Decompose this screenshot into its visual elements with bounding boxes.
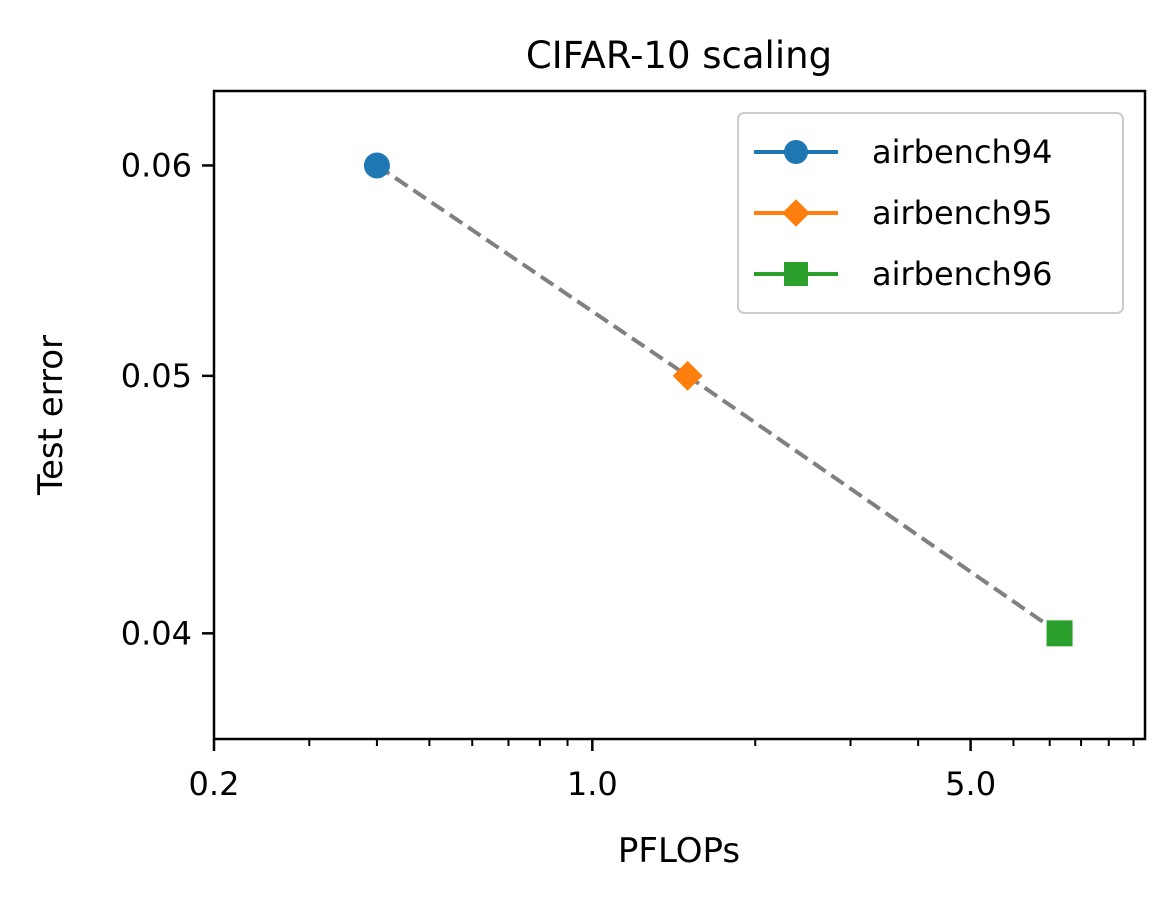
chart-title: CIFAR-10 scaling <box>526 34 832 77</box>
plot-frame <box>212 89 1147 741</box>
legend-label-airbench96: airbench96 <box>872 255 1053 293</box>
x-tick-label: 1.0 <box>567 765 618 803</box>
data-point-airbench96 <box>1046 620 1073 647</box>
legend-marker-airbench96 <box>784 262 808 286</box>
legend-label-airbench95: airbench95 <box>872 194 1053 232</box>
y-tick-label: 0.04 <box>121 614 192 652</box>
legend-marker-airbench95 <box>782 199 810 227</box>
y-axis-label: Test error <box>31 335 71 496</box>
y-tick-label: 0.06 <box>121 146 192 184</box>
x-axis-label: PFLOPs <box>618 831 740 871</box>
data-point-airbench94 <box>363 152 390 179</box>
legend-label-airbench94: airbench94 <box>872 133 1053 171</box>
legend: airbench94 airbench95 airbench96 <box>737 112 1124 314</box>
y-tick-label: 0.05 <box>121 357 192 395</box>
plot-area: 0.2 1.0 5.0 0.04 0.05 0.06 <box>121 89 1147 803</box>
legend-box <box>737 112 1124 314</box>
data-point-airbench95 <box>672 360 703 391</box>
legend-marker-airbench94 <box>784 140 808 164</box>
x-tick-label: 5.0 <box>945 765 996 803</box>
x-tick-label: 0.2 <box>189 765 240 803</box>
